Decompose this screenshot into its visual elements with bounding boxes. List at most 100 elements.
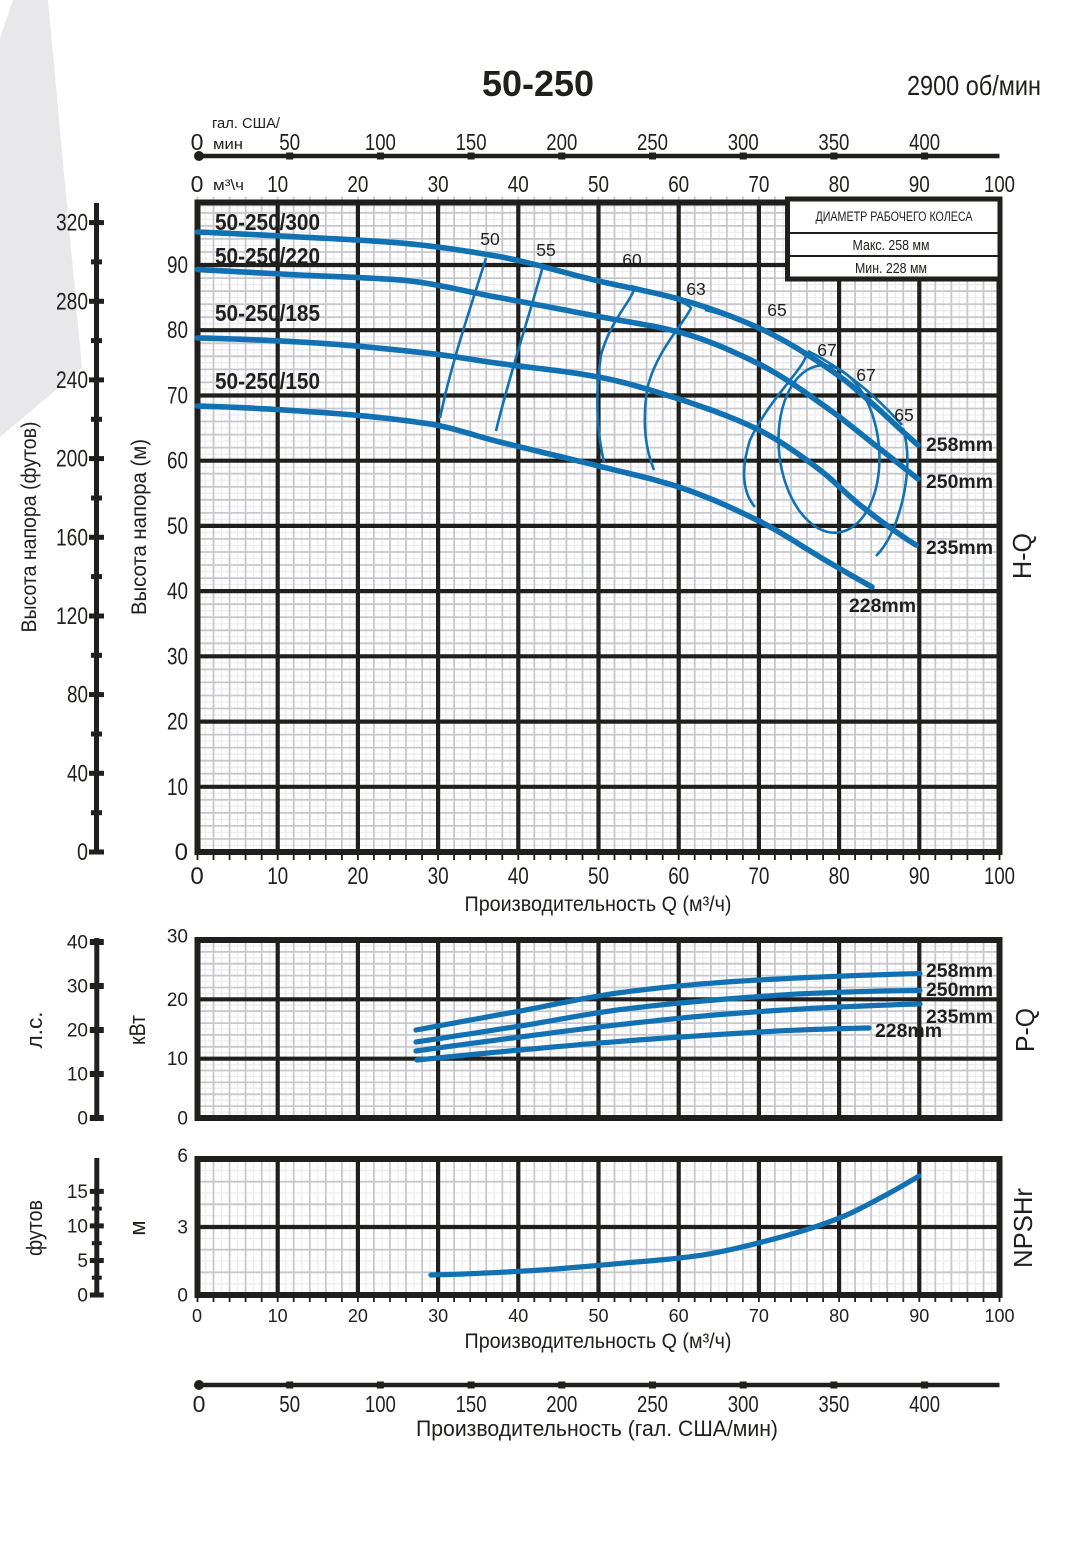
svg-text:90: 90 [909, 171, 930, 197]
svg-text:280: 280 [56, 288, 88, 315]
svg-text:30: 30 [428, 1306, 448, 1326]
svg-text:40: 40 [67, 760, 88, 787]
svg-text:6: 6 [177, 1146, 188, 1167]
svg-text:15: 15 [67, 1182, 88, 1203]
svg-text:20: 20 [347, 171, 368, 197]
svg-text:250mm: 250mm [926, 472, 993, 493]
svg-text:258mm: 258mm [926, 435, 993, 456]
svg-text:80: 80 [167, 317, 188, 344]
svg-text:40: 40 [167, 578, 188, 605]
svg-text:40: 40 [67, 933, 88, 954]
svg-text:мин: мин [213, 136, 243, 153]
svg-text:10: 10 [267, 171, 288, 197]
svg-text:60: 60 [669, 1306, 689, 1326]
svg-text:67: 67 [856, 365, 875, 385]
svg-text:60: 60 [668, 171, 689, 197]
svg-text:0: 0 [193, 1391, 206, 1417]
svg-text:40: 40 [508, 171, 529, 197]
svg-text:Производительность Q (м³/ч): Производительность Q (м³/ч) [465, 893, 732, 916]
svg-text:250: 250 [637, 129, 668, 155]
svg-text:0: 0 [77, 839, 88, 866]
svg-text:50-250: 50-250 [482, 63, 594, 104]
svg-text:50: 50 [480, 229, 500, 249]
svg-text:30: 30 [167, 927, 188, 948]
svg-text:200: 200 [56, 446, 88, 473]
svg-text:футов: футов [22, 1200, 47, 1256]
svg-text:60: 60 [668, 863, 689, 890]
svg-text:NPSHr: NPSHr [1008, 1188, 1038, 1268]
svg-text:Макс. 258 мм: Макс. 258 мм [853, 237, 930, 254]
svg-text:10: 10 [268, 1306, 288, 1326]
svg-text:80: 80 [829, 171, 850, 197]
svg-text:350: 350 [818, 129, 849, 155]
svg-text:70: 70 [748, 171, 769, 197]
svg-text:5: 5 [77, 1251, 88, 1272]
svg-text:10: 10 [67, 1065, 88, 1086]
svg-text:250: 250 [637, 1391, 668, 1417]
svg-text:80: 80 [829, 1306, 849, 1326]
svg-text:Высота напора (м): Высота напора (м) [128, 439, 151, 615]
svg-text:65: 65 [894, 405, 913, 425]
svg-text:100: 100 [984, 863, 1015, 890]
svg-text:Производительность (гал. США/м: Производительность (гал. США/мин) [416, 1416, 778, 1441]
svg-text:20: 20 [167, 709, 188, 736]
svg-text:63: 63 [686, 279, 705, 299]
svg-text:90: 90 [167, 252, 188, 279]
svg-text:55: 55 [536, 240, 555, 260]
svg-text:80: 80 [67, 682, 88, 709]
svg-text:10: 10 [167, 774, 188, 801]
svg-text:80: 80 [829, 863, 850, 890]
svg-text:гал. США/: гал. США/ [212, 115, 281, 132]
svg-text:30: 30 [167, 643, 188, 670]
svg-text:200: 200 [546, 129, 577, 155]
svg-text:м³\ч: м³\ч [213, 177, 244, 194]
svg-text:67: 67 [817, 340, 836, 360]
svg-text:400: 400 [909, 1391, 940, 1417]
svg-text:50-250/220: 50-250/220 [215, 243, 320, 269]
svg-text:ДИАМЕТР РАБОЧЕГО КОЛЕСА: ДИАМЕТР РАБОЧЕГО КОЛЕСА [816, 209, 973, 224]
svg-text:3: 3 [177, 1218, 188, 1239]
svg-text:50-250/150: 50-250/150 [215, 368, 320, 394]
svg-text:100: 100 [365, 1391, 396, 1417]
svg-text:20: 20 [167, 990, 188, 1011]
svg-text:235mm: 235mm [926, 1007, 993, 1028]
svg-text:60: 60 [167, 448, 188, 475]
svg-text:P-Q: P-Q [1010, 1008, 1040, 1052]
svg-text:100: 100 [984, 171, 1015, 197]
svg-text:228mm: 228mm [849, 596, 916, 617]
svg-text:240: 240 [56, 367, 88, 394]
svg-text:235mm: 235mm [926, 538, 993, 559]
svg-text:кВт: кВт [125, 1015, 150, 1045]
svg-text:50: 50 [279, 129, 300, 155]
svg-text:300: 300 [728, 1391, 759, 1417]
svg-text:30: 30 [428, 863, 449, 890]
svg-text:90: 90 [909, 1306, 929, 1326]
svg-text:30: 30 [67, 977, 88, 998]
svg-text:0: 0 [192, 1306, 202, 1326]
svg-text:300: 300 [728, 129, 759, 155]
svg-text:10: 10 [267, 863, 288, 890]
svg-text:20: 20 [348, 1306, 368, 1326]
svg-text:40: 40 [508, 863, 529, 890]
svg-text:150: 150 [456, 1391, 487, 1417]
svg-text:65: 65 [767, 300, 786, 320]
svg-text:0: 0 [191, 129, 204, 155]
svg-text:258mm: 258mm [926, 961, 993, 982]
svg-text:50: 50 [588, 1306, 608, 1326]
svg-text:320: 320 [56, 210, 88, 237]
svg-text:90: 90 [909, 863, 930, 890]
svg-text:50: 50 [588, 863, 609, 890]
svg-text:50-250/185: 50-250/185 [215, 300, 320, 326]
svg-text:0: 0 [177, 1286, 188, 1307]
svg-text:50: 50 [279, 1391, 300, 1417]
svg-text:60: 60 [622, 250, 642, 270]
svg-text:0: 0 [77, 1109, 88, 1130]
svg-text:30: 30 [428, 171, 449, 197]
svg-text:0: 0 [175, 839, 188, 866]
svg-text:50: 50 [167, 513, 188, 540]
svg-text:70: 70 [167, 383, 188, 410]
svg-text:120: 120 [56, 603, 88, 630]
svg-text:20: 20 [347, 863, 368, 890]
svg-text:H-Q: H-Q [1007, 533, 1037, 579]
svg-text:70: 70 [749, 1306, 769, 1326]
